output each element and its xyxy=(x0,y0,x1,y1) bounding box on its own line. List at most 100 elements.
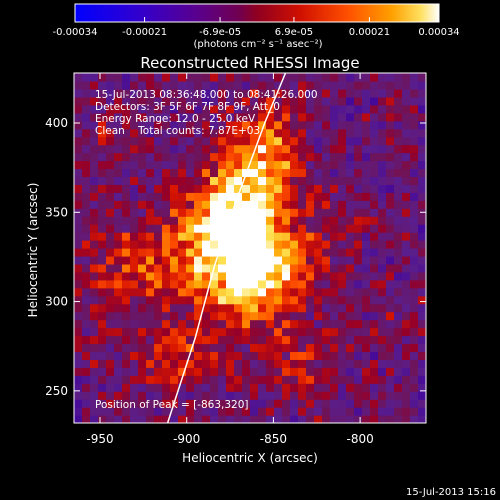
heatmap-cell xyxy=(378,351,387,360)
heatmap-cell xyxy=(346,343,355,353)
heatmap-cell xyxy=(74,375,83,384)
heatmap-cell xyxy=(98,232,107,241)
heatmap-cell xyxy=(154,96,163,106)
heatmap-cell xyxy=(370,343,379,353)
heatmap-cell xyxy=(298,327,307,337)
heatmap-cell xyxy=(170,319,179,329)
heatmap-cell xyxy=(314,240,323,249)
heatmap-cell xyxy=(370,128,379,138)
heatmap-cell xyxy=(418,319,426,329)
heatmap-cell xyxy=(170,311,179,321)
heatmap-cell xyxy=(218,216,227,225)
heatmap-cell xyxy=(394,200,403,209)
heatmap-cell xyxy=(98,375,107,384)
heatmap-cell xyxy=(314,152,323,162)
heatmap-cell xyxy=(362,200,371,209)
heatmap-cell xyxy=(90,216,99,225)
heatmap-cell xyxy=(74,248,83,257)
heatmap-cell xyxy=(274,136,283,146)
heatmap-cell xyxy=(154,351,163,360)
heatmap-cell xyxy=(298,104,307,114)
heatmap-cell xyxy=(242,271,251,281)
heatmap-cell xyxy=(146,88,155,98)
heatmap-cell xyxy=(322,168,331,178)
heatmap-cell xyxy=(338,232,347,241)
heatmap-cell xyxy=(170,263,179,273)
heatmap-cell xyxy=(314,279,323,289)
heatmap-cell xyxy=(314,176,323,185)
heatmap-cell xyxy=(290,391,299,400)
heatmap-cell xyxy=(186,208,195,217)
heatmap-cell xyxy=(130,200,139,209)
heatmap-cell xyxy=(250,160,259,170)
heatmap-cell xyxy=(202,176,211,185)
heatmap-cell xyxy=(218,144,227,154)
heatmap-cell xyxy=(210,359,219,368)
heatmap-cell xyxy=(234,120,243,130)
heatmap-cell xyxy=(210,343,219,353)
heatmap-cell xyxy=(274,208,283,217)
heatmap-cell xyxy=(154,144,163,154)
heatmap-cell xyxy=(298,144,307,154)
heatmap-cell xyxy=(330,160,339,170)
heatmap-cell xyxy=(370,80,379,90)
heatmap-cell xyxy=(402,152,411,162)
heatmap-cell xyxy=(386,152,395,162)
heatmap-cell xyxy=(362,176,371,185)
heatmap-cell xyxy=(74,240,83,249)
heatmap-cell xyxy=(250,335,259,345)
heatmap-cell xyxy=(370,351,379,360)
heatmap-cell xyxy=(386,96,395,106)
heatmap-cell xyxy=(122,399,131,408)
heatmap-cell xyxy=(346,80,355,90)
heatmap-cell xyxy=(298,88,307,98)
heatmap-cell xyxy=(210,367,219,376)
heatmap-cell xyxy=(298,287,307,297)
heatmap-cell xyxy=(154,375,163,384)
heatmap-cell xyxy=(354,176,363,185)
heatmap-cell xyxy=(338,136,347,146)
heatmap-cell xyxy=(114,208,123,217)
heatmap-cell xyxy=(218,224,227,233)
heatmap-cell xyxy=(418,96,426,106)
heatmap-cell xyxy=(346,319,355,329)
heatmap-cell xyxy=(370,152,379,162)
heatmap-cell xyxy=(242,80,251,90)
heatmap-cell xyxy=(242,287,251,297)
heatmap-cell xyxy=(162,399,171,408)
heatmap-cell xyxy=(338,160,347,170)
heatmap-cell xyxy=(122,88,131,98)
heatmap-cell xyxy=(282,295,291,305)
heatmap-cell xyxy=(402,73,411,82)
heatmap-cell xyxy=(250,80,259,90)
heatmap-cell xyxy=(194,192,203,201)
heatmap-cell xyxy=(250,120,259,130)
heatmap-cell xyxy=(162,303,171,313)
heatmap-cell xyxy=(226,112,235,122)
heatmap-cell xyxy=(378,128,387,138)
heatmap-cell xyxy=(202,112,211,122)
heatmap-cell xyxy=(410,216,419,225)
heatmap-cell xyxy=(346,327,355,337)
heatmap-cell xyxy=(178,112,187,122)
heatmap-cell xyxy=(362,351,371,360)
heatmap-cell xyxy=(306,168,315,178)
heatmap-cell xyxy=(194,415,203,423)
heatmap-cell xyxy=(122,80,131,90)
heatmap-cell xyxy=(202,359,211,368)
heatmap-cell xyxy=(418,375,426,384)
heatmap-cell xyxy=(82,168,91,178)
heatmap-cell xyxy=(306,224,315,233)
heatmap-cell xyxy=(306,279,315,289)
heatmap-cell xyxy=(82,152,91,162)
heatmap-cell xyxy=(154,88,163,98)
heatmap-cell xyxy=(266,295,275,305)
heatmap-cell xyxy=(354,407,363,416)
heatmap-cell xyxy=(290,263,299,273)
heatmap-cell xyxy=(314,168,323,178)
heatmap-cell xyxy=(298,112,307,122)
heatmap-cell xyxy=(194,335,203,345)
heatmap-cell xyxy=(378,176,387,185)
heatmap-cell xyxy=(322,232,331,241)
heatmap-cell xyxy=(274,383,283,392)
